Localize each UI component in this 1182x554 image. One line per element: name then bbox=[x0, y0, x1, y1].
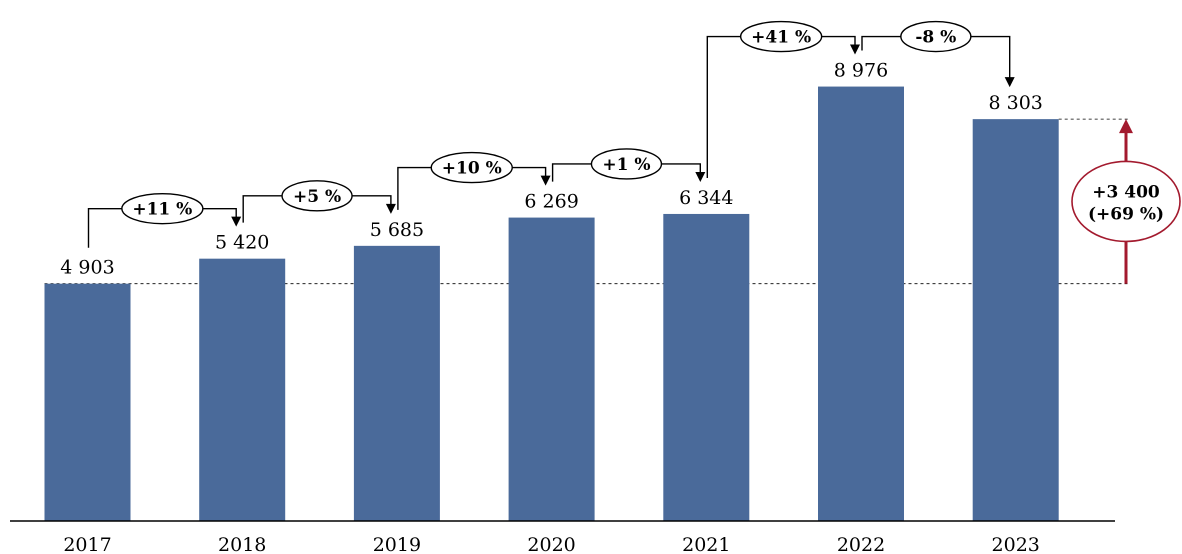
change-arrowhead-2023 bbox=[1004, 77, 1015, 88]
value-labels: 4 903 5 420 5 685 6 269 6 344 8 976 8 303 bbox=[60, 60, 1043, 279]
bars bbox=[44, 86, 1059, 522]
change-oval-2020 bbox=[430, 151, 513, 184]
total-change-arrowhead bbox=[1119, 119, 1133, 134]
change-oval-2023 bbox=[900, 20, 972, 53]
change-label-2019: +5 % bbox=[293, 187, 341, 207]
change-oval-2018 bbox=[121, 192, 204, 225]
change-arrowhead-2022 bbox=[850, 44, 860, 55]
change-annotations: +11 % +5 % +10 % +1 % +41 % -8 % bbox=[87, 20, 1015, 248]
value-label-2019: 5 685 bbox=[370, 219, 424, 241]
change-arrowhead-2021 bbox=[695, 171, 706, 182]
x-tick-label-2019: 2019 bbox=[373, 534, 421, 554]
change-arrowhead-2018 bbox=[231, 216, 242, 227]
x-tick-label-2017: 2017 bbox=[63, 534, 111, 554]
total-change-oval bbox=[1071, 160, 1181, 243]
x-tick-label-2023: 2023 bbox=[992, 534, 1040, 554]
value-label-2020: 6 269 bbox=[524, 191, 578, 213]
value-label-2023: 8 303 bbox=[988, 92, 1042, 114]
change-label-2018: +11 % bbox=[132, 200, 192, 220]
x-tick-label-2022: 2022 bbox=[837, 534, 885, 554]
total-change-percent: (+69 %) bbox=[1088, 204, 1164, 224]
change-oval-2021 bbox=[590, 148, 663, 180]
x-tick-labels: 2017 2018 2019 2020 2021 2022 2023 bbox=[63, 534, 1040, 554]
change-arrowhead-2020 bbox=[540, 175, 551, 186]
bar-2022 bbox=[818, 86, 904, 522]
change-label-2020: +10 % bbox=[442, 159, 502, 179]
value-label-2021: 6 344 bbox=[679, 187, 733, 209]
total-change-value: +3 400 bbox=[1092, 182, 1160, 202]
value-label-2018: 5 420 bbox=[215, 232, 269, 254]
bar-2023 bbox=[972, 119, 1059, 521]
change-oval-2019 bbox=[281, 180, 353, 212]
bar-2017 bbox=[44, 283, 131, 521]
change-label-2021: +1 % bbox=[602, 155, 650, 175]
x-tick-label-2018: 2018 bbox=[218, 534, 266, 554]
change-label-2022: +41 % bbox=[751, 28, 811, 48]
change-oval-2022 bbox=[739, 20, 823, 53]
change-arrowhead-2019 bbox=[385, 203, 396, 214]
bar-2021 bbox=[663, 213, 750, 522]
value-label-2017: 4 903 bbox=[60, 257, 114, 279]
x-tick-label-2021: 2021 bbox=[682, 534, 730, 554]
total-change-annotation: +3 400(+69 %) bbox=[1071, 119, 1181, 284]
bar-2020 bbox=[508, 217, 595, 522]
value-label-2022: 8 976 bbox=[834, 60, 888, 82]
x-tick-label-2020: 2020 bbox=[527, 534, 575, 554]
change-label-2023: -8 % bbox=[915, 28, 956, 48]
bar-2018 bbox=[199, 258, 286, 521]
bar-2019 bbox=[353, 245, 440, 521]
